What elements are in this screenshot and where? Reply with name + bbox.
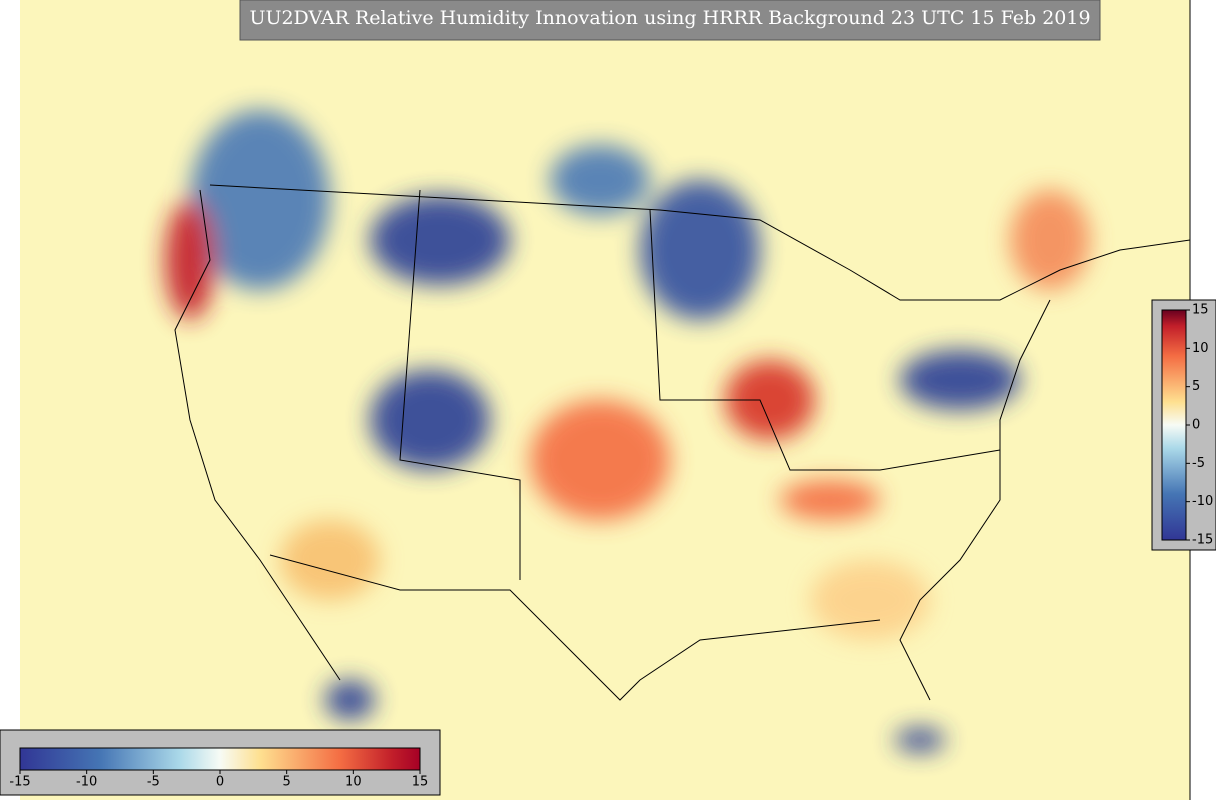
tick-label: -10: [1192, 494, 1213, 509]
tick-label: 5: [283, 775, 291, 790]
horizontal-colorbar: -15 -10 -5 0 5 10 15: [0, 729, 441, 796]
tick-label: 0: [216, 775, 224, 790]
tick-label: -5: [1192, 456, 1205, 471]
title-box: UU2DVAR Relative Humidity Innovation usi…: [239, 0, 1101, 41]
tick-label: 15: [412, 775, 429, 790]
tick-label: -5: [147, 775, 160, 790]
tick-label: -15: [1192, 533, 1213, 548]
tick-label: 10: [345, 775, 362, 790]
tick-label: -15: [9, 775, 30, 790]
tick-label: 5: [1192, 379, 1200, 394]
tick-label: 10: [1192, 341, 1209, 356]
vertical-colorbar: -15 -10 -5 0 5 10 15: [1151, 299, 1216, 551]
tick-label: -10: [76, 775, 97, 790]
tick-label: 15: [1192, 303, 1209, 318]
map-title: UU2DVAR Relative Humidity Innovation usi…: [249, 7, 1090, 29]
tick-label: 0: [1192, 418, 1200, 433]
map: [20, 0, 1191, 800]
